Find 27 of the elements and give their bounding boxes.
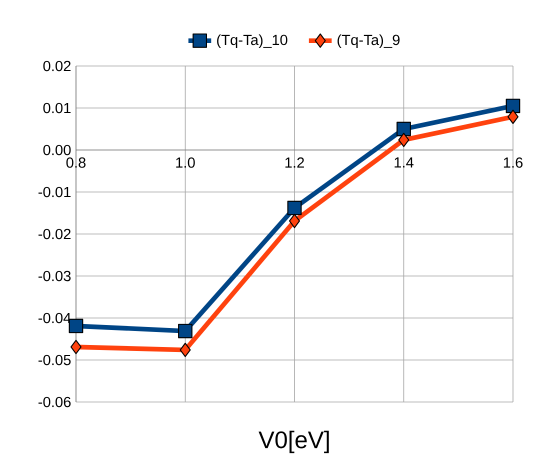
y-tick-label: -0.04	[38, 312, 71, 324]
x-tick-label: 0.8	[66, 157, 86, 168]
legend-label: (Tq-Ta)_9	[338, 34, 400, 48]
legend-label: (Tq-Ta)_10	[217, 34, 288, 48]
y-tick-label: 0.02	[43, 60, 71, 72]
point	[180, 342, 191, 358]
point	[178, 324, 192, 338]
y-tick-label: -0.03	[38, 270, 71, 282]
x-tick-label: 1.6	[504, 157, 523, 168]
point	[70, 340, 82, 354]
point	[506, 98, 520, 114]
y-tick-label: -0.02	[38, 228, 71, 240]
point	[288, 214, 300, 228]
y-tick-label: 0.00	[43, 144, 71, 156]
point	[398, 132, 410, 148]
x-tick-label: 1.4	[394, 157, 414, 168]
point	[287, 200, 302, 216]
y-tick-label: -0.05	[38, 354, 71, 366]
x-tick-label: 1.2	[285, 157, 304, 168]
y-tick-label: 0.01	[43, 102, 71, 114]
point	[507, 110, 519, 124]
point	[396, 122, 411, 136]
x-axis-title: V0[eV]	[258, 430, 329, 454]
x-tick-label: 1.0	[176, 157, 195, 168]
y-tick-label: -0.06	[38, 396, 71, 408]
point	[68, 318, 84, 334]
y-tick-label: -0.01	[38, 186, 71, 198]
